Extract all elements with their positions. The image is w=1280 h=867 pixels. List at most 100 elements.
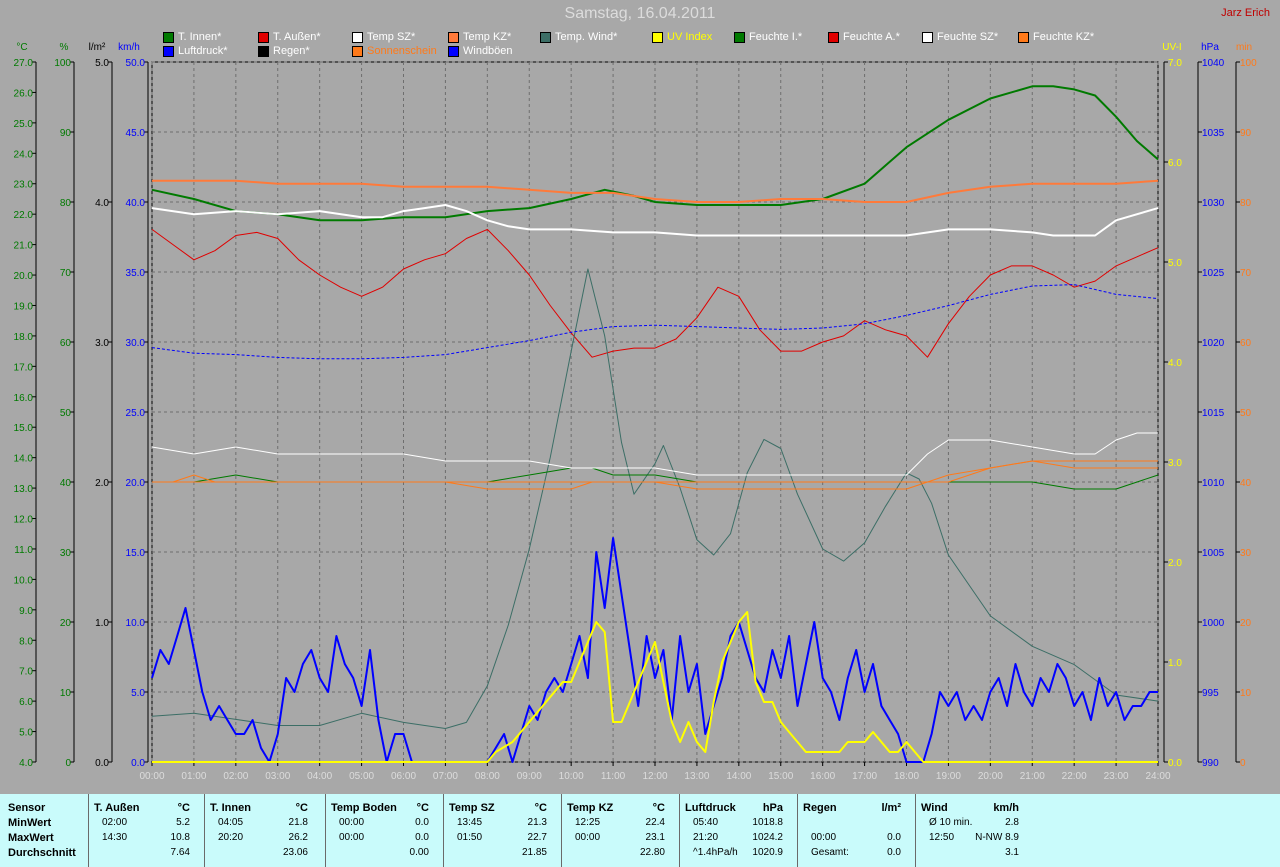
series-line-luftdruck: [151, 284, 1159, 360]
stats-avg-val: 0.00: [409, 847, 429, 858]
axis-tick-label-kmh: 40.0: [126, 198, 146, 209]
legend-entry: T. Innen*: [163, 31, 221, 43]
axis-tick-label-hpa: 995: [1202, 688, 1219, 699]
stats-name: Luftdruck: [685, 802, 736, 814]
author-label: Jarz Erich: [1221, 7, 1270, 19]
legend-swatch: [448, 31, 459, 43]
stats-max-val: 23.1: [645, 832, 665, 843]
series-line-sonnenschein: [152, 460, 1158, 490]
stats-max-time: 12:50: [929, 832, 955, 843]
axis-tick-label-hpa: 1020: [1202, 338, 1225, 349]
legend-label: Feuchte SZ*: [937, 31, 999, 43]
stats-column-divider: [915, 794, 916, 867]
legend-label: UV Index: [667, 31, 713, 43]
stats-avg-val: 7.64: [170, 847, 190, 858]
axis-title-rain: l/m²: [89, 42, 106, 53]
axis-tick-label-uv: 6.0: [1168, 158, 1182, 169]
axis-title-kmh: km/h: [118, 42, 140, 53]
stats-name: T. Außen: [94, 802, 140, 814]
legend-swatch: [1018, 31, 1029, 43]
axis-tick-label-uv: 5.0: [1168, 258, 1182, 269]
axis-tick-label-kmh: 45.0: [126, 128, 146, 139]
x-tick-label: 05:00: [349, 771, 374, 782]
stats-max-header: MaxWert: [8, 832, 54, 844]
stats-avg-val: 22.80: [639, 847, 665, 858]
axis-tick-label-uv: 0.0: [1168, 758, 1182, 769]
axis-tick-label-celsius: 17.0: [14, 362, 34, 373]
stats-min-val: 22.4: [645, 817, 665, 828]
axis-tick-label-min: 100: [1240, 58, 1257, 69]
axis-tick-label-celsius: 14.0: [14, 454, 34, 465]
stats-avg-val: 0.0: [887, 847, 901, 858]
axis-tick-label-kmh: 50.0: [126, 58, 146, 69]
x-tick-label: 16:00: [810, 771, 835, 782]
stats-column-divider: [679, 794, 680, 867]
stats-max-time: 21:20: [693, 832, 719, 843]
axis-tick-label-celsius: 6.0: [19, 697, 33, 708]
stats-min-time: 13:45: [457, 817, 483, 828]
axis-tick-label-hpa: 1035: [1202, 128, 1225, 139]
legend-entry: Windböen: [448, 45, 513, 57]
axis-tick-label-min: 70: [1240, 268, 1252, 279]
axis-tick-label-percent: 70: [60, 268, 72, 279]
stats-avg-val: 23.06: [282, 847, 308, 858]
axis-tick-label-hpa: 1000: [1202, 618, 1225, 629]
stats-max-val: 22.7: [527, 832, 547, 843]
axis-tick-label-celsius: 4.0: [19, 758, 33, 769]
x-tick-label: 20:00: [978, 771, 1003, 782]
axis-tick-label-kmh: 20.0: [126, 478, 146, 489]
axis-tick-label-celsius: 24.0: [14, 149, 34, 160]
axis-tick-label-percent: 10: [60, 688, 72, 699]
legend-entry: Feuchte KZ*: [1018, 31, 1094, 43]
axis-tick-label-celsius: 27.0: [14, 58, 34, 69]
x-tick-label: 03:00: [265, 771, 290, 782]
stats-name: Wind: [921, 802, 948, 814]
axis-tick-label-percent: 40: [60, 478, 72, 489]
stats-unit: °C: [177, 802, 190, 814]
x-tick-label: 24:00: [1145, 771, 1170, 782]
stats-unit: hPa: [762, 802, 783, 814]
chart-area: 00:00 01:00 02:00 03:00 04:00 05:00 06:00 07:00…: [14, 42, 1258, 782]
legend-swatch: [258, 45, 269, 57]
axis-tick-label-percent: 100: [54, 58, 71, 69]
stats-name: T. Innen: [210, 802, 251, 814]
axis-tick-label-min: 40: [1240, 478, 1252, 489]
chart-title: Samstag, 16.04.2011: [564, 5, 716, 22]
x-tick-label: 13:00: [684, 771, 709, 782]
legend-label: Feuchte A.*: [843, 31, 900, 43]
axis-tick-label-min: 60: [1240, 338, 1252, 349]
axis-tick-label-min: 50: [1240, 408, 1252, 419]
axis-tick-label-rain: 2.0: [95, 478, 109, 489]
stats-avg-val: 1020.9: [752, 847, 783, 858]
stats-max-time: 01:50: [457, 832, 483, 843]
axis-tick-label-percent: 30: [60, 548, 72, 559]
series-line-temp-kz: [152, 179, 1159, 203]
series-line-temp-sz: [151, 204, 1159, 237]
legend-label: T. Innen*: [178, 31, 222, 43]
axis-tick-label-celsius: 5.0: [19, 728, 33, 739]
legend-swatch: [922, 31, 933, 43]
stats-max-val: 26.2: [288, 832, 308, 843]
x-tick-label: 18:00: [894, 771, 919, 782]
axis-tick-label-celsius: 20.0: [14, 271, 34, 282]
stats-max-time: 14:30: [102, 832, 128, 843]
stats-name: Temp Boden: [331, 802, 397, 814]
axis-tick-label-celsius: 18.0: [14, 332, 34, 343]
legend-label: Feuchte I.*: [749, 31, 803, 43]
axis-tick-label-rain: 0.0: [95, 758, 109, 769]
stats-max-val: 1024.2: [752, 832, 783, 843]
axis-tick-label-rain: 1.0: [95, 618, 109, 629]
axis-tick-label-hpa: 1040: [1202, 58, 1225, 69]
axis-tick-label-hpa: 1010: [1202, 478, 1225, 489]
axis-tick-label-min: 90: [1240, 128, 1252, 139]
stats-column-divider: [204, 794, 205, 867]
stats-column-divider: [88, 794, 89, 867]
x-tick-label: 06:00: [391, 771, 416, 782]
axis-tick-label-min: 30: [1240, 548, 1252, 559]
stats-max-val: 0.0: [415, 832, 429, 843]
axis-tick-label-celsius: 23.0: [14, 180, 34, 191]
stats-min-val: 0.0: [415, 817, 429, 828]
axis-tick-label-percent: 50: [60, 408, 72, 419]
axis-tick-label-rain: 3.0: [95, 338, 109, 349]
axis-tick-label-kmh: 35.0: [126, 268, 146, 279]
